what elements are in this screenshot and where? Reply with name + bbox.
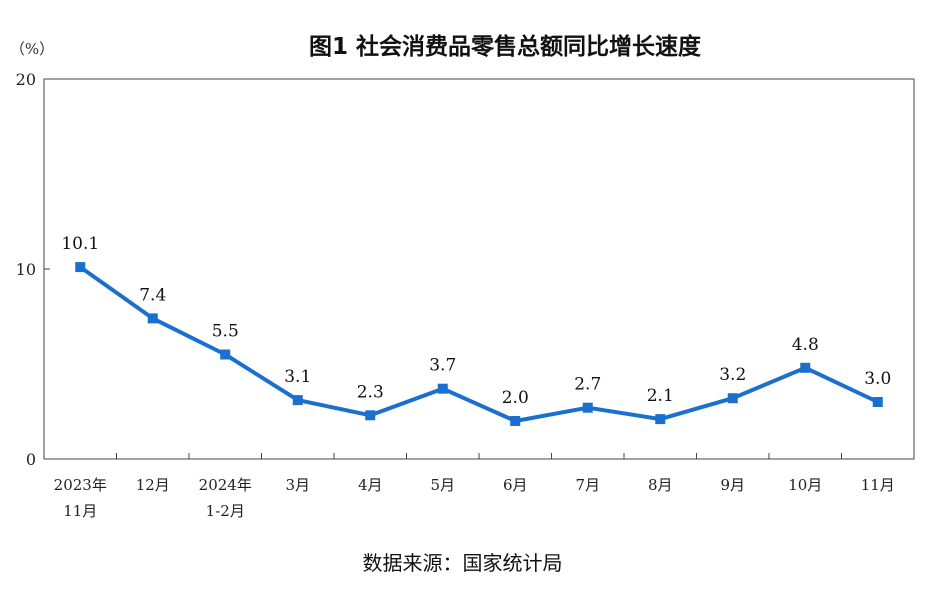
x-tick-label: 9月 <box>720 476 745 494</box>
data-label: 2.7 <box>574 375 601 395</box>
data-point-marker <box>800 362 811 373</box>
data-point-marker <box>727 393 738 404</box>
x-tick-label: 12月 <box>136 476 170 494</box>
x-tick-label: 3月 <box>285 476 310 494</box>
data-source: 数据来源：国家统计局 <box>362 551 563 575</box>
x-tick-label: 10月 <box>788 476 822 494</box>
x-tick-label: 1-2月 <box>206 502 245 520</box>
chart-title: 图1 社会消费品零售总额同比增长速度 <box>309 33 702 60</box>
x-tick-label: 11月 <box>63 502 97 520</box>
y-axis: 0 10 20 <box>16 70 50 469</box>
y-tick-label: 0 <box>26 450 36 469</box>
data-label: 3.2 <box>719 365 746 385</box>
data-point-marker <box>655 414 666 425</box>
y-axis-unit: （%） <box>10 40 54 58</box>
data-label: 3.7 <box>429 356 456 376</box>
plot-area <box>43 78 915 460</box>
data-label: 5.5 <box>212 322 239 342</box>
x-tick-label: 11月 <box>861 476 895 494</box>
data-point-marker <box>510 416 521 426</box>
data-point-marker <box>582 402 593 413</box>
x-tick-label: 5月 <box>430 476 455 494</box>
data-label: 3.1 <box>284 367 311 387</box>
data-label: 7.4 <box>139 285 166 305</box>
x-axis: 2023年 11月 12月 2024年 1-2月 3月 4月 5月 6月 7月 8月 9月 10月 11月 <box>54 453 895 520</box>
y-tick-label: 10 <box>16 260 36 279</box>
data-point-marker <box>220 349 231 360</box>
data-label: 10.1 <box>61 234 99 254</box>
data-label: 2.3 <box>357 382 384 402</box>
x-tick-label: 6月 <box>503 476 528 494</box>
data-point-marker <box>75 262 86 273</box>
data-label: 3.0 <box>864 369 891 389</box>
data-point-marker <box>147 313 158 324</box>
data-points <box>75 262 883 426</box>
line-chart: 图1 社会消费品零售总额同比增长速度 （%） 0 10 20 2023年 11月 12月… <box>10 33 915 520</box>
data-point-marker <box>365 410 376 421</box>
x-tick-label: 2023年 <box>54 476 107 494</box>
data-label: 2.0 <box>502 388 529 408</box>
data-label: 2.1 <box>647 386 674 406</box>
data-labels: 10.1 7.4 5.5 3.1 2.3 3.7 2.0 2.7 2.1 3.2 4.8 3.0 <box>61 234 891 408</box>
data-point-marker <box>292 395 303 406</box>
x-tick-label: 7月 <box>575 476 600 494</box>
x-tick-label: 8月 <box>648 476 673 494</box>
data-point-marker <box>872 397 883 407</box>
y-tick-label: 20 <box>16 70 36 89</box>
data-label: 4.8 <box>792 335 819 355</box>
series-line <box>79 265 879 423</box>
data-point-marker <box>437 383 448 394</box>
x-tick-label: 4月 <box>358 476 383 494</box>
x-tick-label: 2024年 <box>199 476 252 494</box>
